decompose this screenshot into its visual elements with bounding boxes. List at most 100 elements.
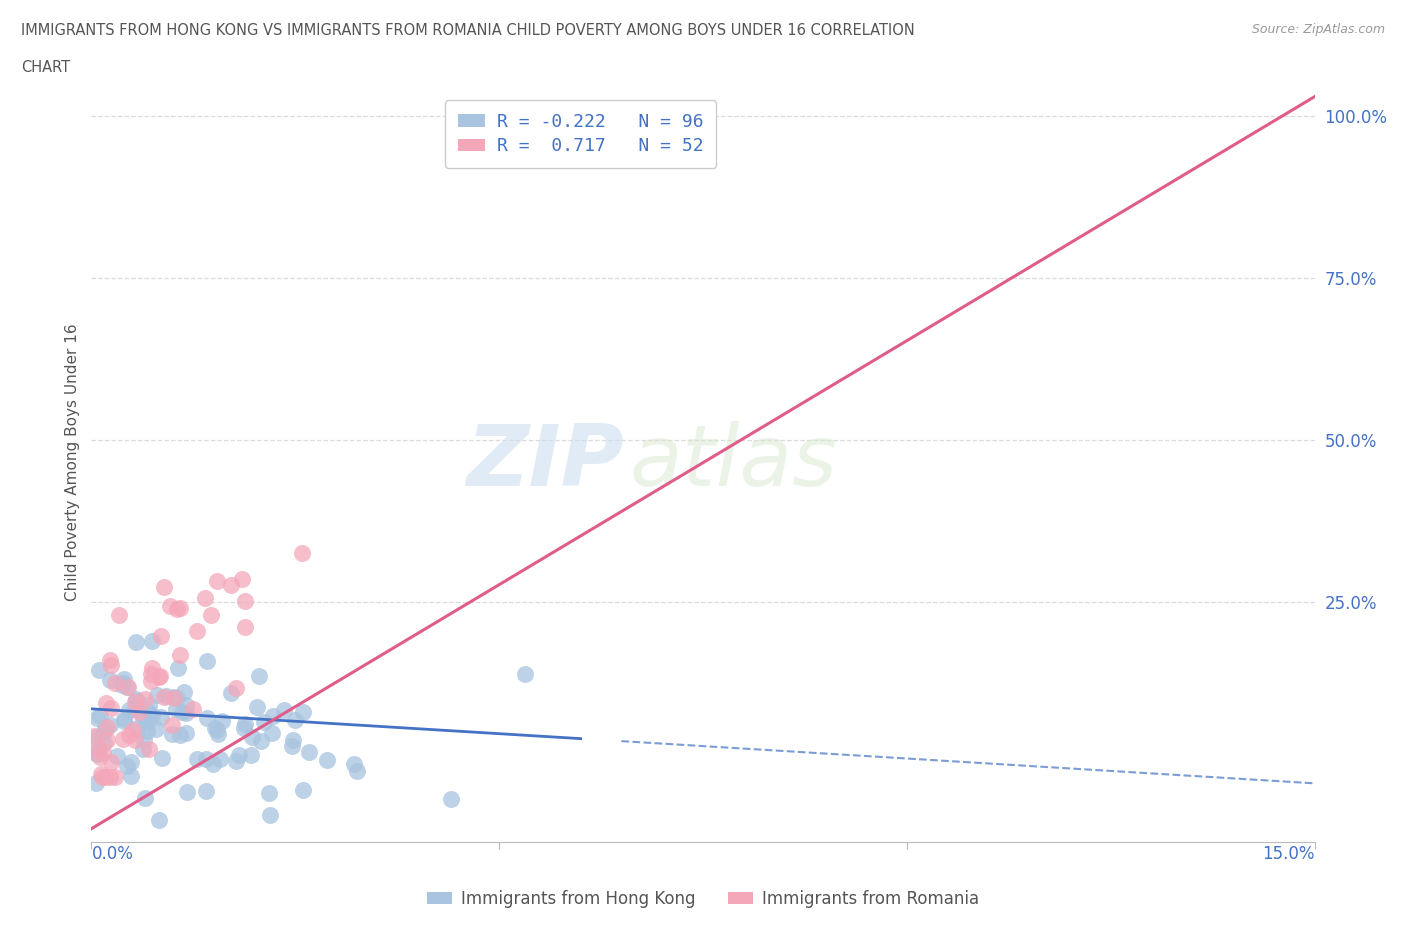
- Point: [134, 692, 156, 707]
- Point: [96, 719, 118, 734]
- Point: [195, 654, 218, 669]
- Point: [118, 703, 141, 718]
- Point: [125, 694, 148, 709]
- Point: [149, 629, 172, 644]
- Point: [141, 707, 163, 722]
- Point: [100, 653, 122, 668]
- Point: [233, 716, 256, 731]
- Point: [169, 600, 191, 615]
- Point: [87, 662, 110, 677]
- Point: [93, 724, 115, 738]
- Point: [110, 677, 132, 692]
- Point: [169, 728, 191, 743]
- Point: [98, 769, 121, 784]
- Point: [84, 745, 107, 760]
- Point: [153, 690, 176, 705]
- Point: [260, 725, 283, 740]
- Point: [280, 739, 302, 754]
- Point: [165, 701, 187, 716]
- Point: [211, 713, 233, 728]
- Point: [194, 591, 217, 605]
- Point: [86, 776, 108, 790]
- Point: [343, 757, 366, 772]
- Point: [136, 704, 159, 719]
- Point: [96, 732, 118, 747]
- Point: [86, 711, 108, 725]
- Point: [150, 751, 173, 765]
- Point: [221, 685, 243, 700]
- Point: [124, 732, 146, 747]
- Point: [257, 786, 280, 801]
- Point: [141, 633, 163, 648]
- Y-axis label: Child Poverty Among Boys Under 16: Child Poverty Among Boys Under 16: [65, 324, 80, 602]
- Point: [346, 764, 368, 778]
- Point: [145, 722, 167, 737]
- Text: CHART: CHART: [21, 60, 70, 75]
- Point: [163, 691, 186, 706]
- Point: [176, 705, 198, 720]
- Point: [162, 689, 184, 704]
- Point: [112, 671, 135, 686]
- Point: [174, 698, 197, 712]
- Point: [225, 754, 247, 769]
- Point: [90, 767, 112, 782]
- Point: [194, 751, 217, 766]
- Point: [127, 721, 149, 736]
- Point: [149, 710, 172, 724]
- Point: [117, 727, 139, 742]
- Point: [291, 546, 314, 561]
- Point: [100, 754, 122, 769]
- Point: [120, 754, 142, 769]
- Point: [91, 744, 114, 759]
- Text: 0.0%: 0.0%: [91, 844, 134, 863]
- Point: [111, 731, 134, 746]
- Text: 15.0%: 15.0%: [1263, 844, 1315, 863]
- Point: [83, 728, 105, 743]
- Point: [86, 746, 108, 761]
- Point: [117, 680, 139, 695]
- Point: [132, 733, 155, 748]
- Point: [128, 704, 150, 719]
- Point: [93, 736, 115, 751]
- Point: [273, 703, 295, 718]
- Point: [160, 726, 183, 741]
- Point: [146, 687, 169, 702]
- Point: [440, 791, 463, 806]
- Point: [112, 711, 135, 726]
- Point: [134, 790, 156, 805]
- Point: [181, 702, 204, 717]
- Point: [292, 704, 315, 719]
- Point: [98, 717, 121, 732]
- Point: [233, 593, 256, 608]
- Point: [153, 579, 176, 594]
- Point: [105, 749, 128, 764]
- Point: [139, 674, 162, 689]
- Point: [111, 675, 134, 690]
- Point: [104, 676, 127, 691]
- Point: [93, 769, 115, 784]
- Point: [207, 723, 229, 737]
- Point: [89, 741, 111, 756]
- Point: [124, 695, 146, 710]
- Point: [284, 712, 307, 727]
- Point: [200, 607, 222, 622]
- Point: [104, 769, 127, 784]
- Point: [172, 705, 194, 720]
- Point: [100, 700, 122, 715]
- Point: [84, 733, 107, 748]
- Point: [515, 667, 537, 682]
- Point: [233, 720, 256, 735]
- Point: [176, 784, 198, 799]
- Point: [135, 724, 157, 738]
- Point: [173, 684, 195, 699]
- Point: [148, 670, 170, 684]
- Point: [219, 578, 242, 593]
- Point: [135, 716, 157, 731]
- Text: IMMIGRANTS FROM HONG KONG VS IMMIGRANTS FROM ROMANIA CHILD POVERTY AMONG BOYS UN: IMMIGRANTS FROM HONG KONG VS IMMIGRANTS …: [21, 23, 915, 38]
- Point: [228, 748, 250, 763]
- Text: atlas: atlas: [630, 421, 838, 504]
- Point: [84, 730, 107, 745]
- Point: [138, 698, 160, 713]
- Point: [250, 734, 273, 749]
- Point: [245, 700, 267, 715]
